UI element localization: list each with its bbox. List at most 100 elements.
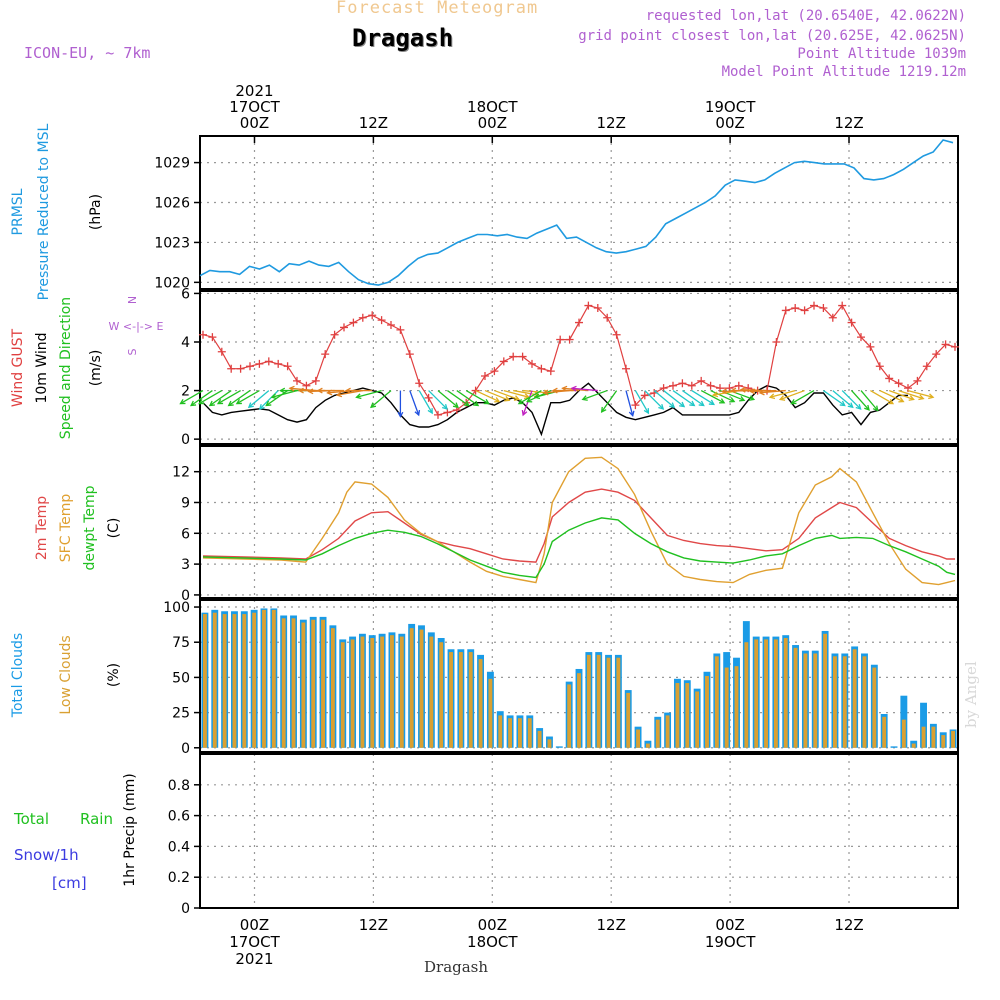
- low-cloud-bar: [370, 638, 375, 748]
- wind-gust-marker: [330, 330, 339, 339]
- wind-arrow-head: [427, 408, 433, 415]
- wind-arrow-head: [898, 397, 905, 403]
- wind-arrow-head: [887, 398, 895, 405]
- wind-arrow-head: [288, 385, 295, 392]
- wind-direction-arrow: [644, 390, 664, 410]
- wind-ytick-label: 2: [181, 384, 190, 400]
- wind-gust-marker: [791, 304, 800, 312]
- wind-direction-arrow: [475, 389, 500, 403]
- clouds-ytick-label: 0: [181, 741, 190, 757]
- wind-gust-marker: [922, 362, 931, 371]
- wind-arrow-head: [208, 400, 215, 407]
- low-cloud-bar: [793, 647, 798, 748]
- wind-arrow-head: [326, 389, 333, 396]
- wind-gust-marker: [537, 364, 546, 373]
- pressure-line: [199, 139, 954, 286]
- wind-gust-marker: [377, 316, 386, 325]
- wind-gust-marker: [528, 359, 536, 368]
- wind-arrow-head: [790, 398, 797, 405]
- wind-arrow-head: [918, 394, 925, 401]
- wind-arrow-head: [279, 387, 286, 394]
- wind-arrow-head: [216, 398, 224, 405]
- wind-direction-arrow: [356, 389, 382, 398]
- wind-direction-arrow: [907, 389, 934, 398]
- bottom-time-label: 00Z: [715, 916, 744, 934]
- wind-direction-arrow: [271, 389, 298, 398]
- wind-arrow-head: [908, 395, 915, 401]
- wind-gust-marker: [697, 376, 706, 385]
- temp-ytick-label: 0: [181, 588, 190, 604]
- wind-direction-arrow: [582, 389, 608, 401]
- low-cloud-bar: [852, 649, 857, 748]
- wind-arrow-head: [189, 400, 197, 407]
- low-cloud-bar: [330, 628, 335, 748]
- wind-arrow-head: [730, 387, 737, 394]
- wind-arrow-head: [316, 387, 323, 394]
- wind-arrow-head: [247, 402, 254, 409]
- wind-gust-marker: [669, 381, 677, 390]
- low-cloud-bar: [537, 730, 542, 748]
- wind-ytick-label: 0: [181, 432, 190, 448]
- wind-arrow-head: [513, 395, 521, 401]
- wind-arrow-head: [463, 400, 470, 407]
- wind-gust-marker: [509, 352, 518, 361]
- low-cloud-bar: [399, 636, 404, 748]
- wind-arrow-head: [570, 385, 577, 392]
- wind-direction-arrow: [465, 390, 490, 405]
- wind-direction-arrow: [691, 390, 715, 405]
- low-cloud-bar: [212, 612, 217, 748]
- wind-gust-marker: [415, 379, 424, 388]
- low-cloud-bar: [586, 654, 591, 748]
- wind-arrow-head: [533, 393, 541, 400]
- low-cloud-bar: [645, 743, 650, 748]
- wind-direction-arrow: [851, 390, 870, 411]
- top-time-label: 12Z: [359, 114, 388, 132]
- low-cloud-bar: [458, 652, 463, 748]
- wind-arrow-head: [669, 402, 676, 409]
- low-cloud-bar: [380, 636, 385, 748]
- wind-gust-marker: [584, 301, 593, 310]
- low-cloud-bar: [842, 656, 847, 748]
- wind-arrow-head: [872, 405, 879, 412]
- clouds-ytick-label: 25: [172, 706, 190, 722]
- wind-direction-arrow: [198, 390, 223, 405]
- wind-arrow-head: [370, 402, 377, 409]
- wind-direction-arrow: [870, 390, 894, 405]
- low-cloud-bar: [833, 656, 837, 748]
- wind-gust-marker: [302, 381, 311, 390]
- low-cloud-bar: [281, 618, 286, 748]
- precip-total-label: Total: [13, 810, 49, 828]
- wind-gust-marker: [810, 301, 818, 310]
- low-cloud-bar: [232, 614, 237, 748]
- wind-arrow-head: [711, 391, 719, 398]
- bottom-time-label: 19OCT: [705, 933, 756, 951]
- wind-gust-marker: [866, 342, 875, 351]
- wind-arrow-head: [473, 400, 480, 407]
- wind-gust-marker: [894, 379, 903, 388]
- low-cloud-bar: [951, 730, 956, 748]
- wind-direction-arrow: [841, 390, 862, 410]
- temp-panel: 0 3 6 9 12: [172, 445, 959, 604]
- low-cloud-bar: [901, 719, 906, 748]
- wind-arrow-head: [679, 401, 686, 408]
- wind-direction-arrow: [779, 389, 805, 401]
- wind-direction-arrow: [832, 390, 854, 408]
- wind-direction-arrow: [456, 390, 479, 407]
- wind-arrow-head: [739, 396, 746, 402]
- wind-gust-marker: [227, 364, 236, 373]
- wind-arrow-head: [397, 411, 404, 418]
- wind-gust-marker: [471, 386, 480, 395]
- wind-direction-arrow: [653, 390, 675, 408]
- wind-direction-arrow: [769, 389, 796, 398]
- low-cloud-bar: [242, 614, 247, 748]
- wind-arrow-head: [297, 387, 304, 394]
- temp-frame: [199, 445, 959, 599]
- wind-direction-arrow: [562, 387, 589, 392]
- wind-gust-marker: [941, 340, 950, 349]
- bottom-time-label: 17OCT: [229, 933, 280, 951]
- top-time-label: 00Z: [715, 114, 744, 132]
- wind-direction-arrow: [217, 390, 241, 405]
- bottom-time-label: 2021: [235, 950, 273, 968]
- wind-arrow-head: [521, 409, 528, 417]
